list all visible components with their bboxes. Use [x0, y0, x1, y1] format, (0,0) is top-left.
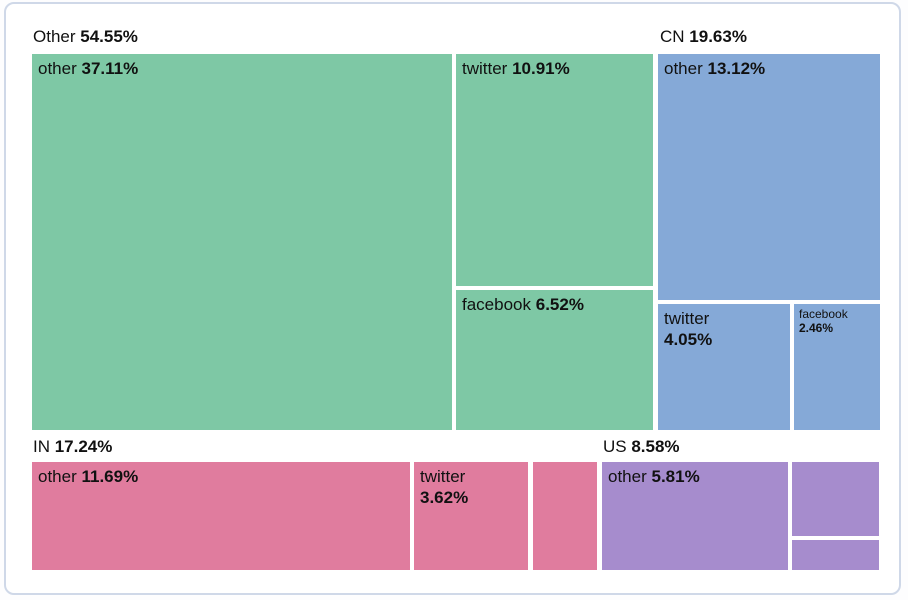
cell-value: 4.05%: [664, 330, 713, 350]
group-value: 8.58%: [626, 437, 680, 456]
group-value: 17.24%: [50, 437, 113, 456]
treemap-cell-in-twitter[interactable]: twitter 3.62%: [414, 462, 528, 570]
cell-label: twitter: [664, 309, 710, 328]
cell-value: 37.11%: [81, 59, 139, 78]
treemap-cell-cn-facebook[interactable]: facebook 2.46%: [794, 304, 880, 430]
group-label: CN: [660, 27, 685, 46]
group-header-us: US 8.58%: [603, 437, 680, 457]
cell-value: 10.91%: [512, 59, 570, 78]
cell-value: 3.62%: [420, 488, 469, 508]
group-label: IN: [33, 437, 50, 456]
cell-value: 6.52%: [535, 295, 584, 314]
cell-value: 5.81%: [651, 467, 700, 486]
group-label: US: [603, 437, 627, 456]
treemap-cell-in-unlabeled[interactable]: [533, 462, 597, 570]
group-header-cn: CN 19.63%: [660, 27, 747, 47]
treemap-cell-other-twitter[interactable]: twitter 10.91%: [456, 54, 653, 286]
group-label: Other: [33, 27, 76, 46]
cell-label: facebook: [462, 295, 531, 314]
group-value: 54.55%: [75, 27, 138, 46]
treemap-cell-in-other[interactable]: other 11.69%: [32, 462, 410, 570]
treemap-cell-other-other[interactable]: other 37.11%: [32, 54, 452, 430]
cell-label: other: [38, 59, 77, 78]
group-header-other: Other 54.55%: [33, 27, 138, 47]
treemap-cell-us-other[interactable]: other 5.81%: [602, 462, 788, 570]
cell-label: facebook: [799, 307, 848, 321]
cell-label: twitter: [420, 467, 466, 486]
treemap-cell-other-facebook[interactable]: facebook 6.52%: [456, 290, 653, 430]
cell-label: other: [664, 59, 703, 78]
cell-label: twitter: [462, 59, 508, 78]
group-value: 19.63%: [684, 27, 747, 46]
cell-label: other: [38, 467, 77, 486]
cell-label: other: [608, 467, 647, 486]
group-header-in: IN 17.24%: [33, 437, 112, 457]
treemap-cell-us-unlabeled[interactable]: [792, 462, 879, 536]
treemap-cell-cn-other[interactable]: other 13.12%: [658, 54, 880, 300]
treemap-cell-us-unlabeled[interactable]: [792, 540, 879, 570]
cell-value: 2.46%: [799, 321, 834, 336]
treemap-cell-cn-twitter[interactable]: twitter 4.05%: [658, 304, 790, 430]
cell-value: 13.12%: [707, 59, 766, 78]
cell-value: 11.69%: [81, 467, 139, 486]
